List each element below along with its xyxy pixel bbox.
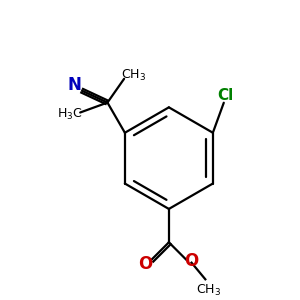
Text: O: O bbox=[184, 252, 199, 270]
Text: CH$_3$: CH$_3$ bbox=[196, 284, 221, 298]
Text: CH$_3$: CH$_3$ bbox=[121, 68, 146, 82]
Text: O: O bbox=[139, 255, 153, 273]
Text: H$_3$C: H$_3$C bbox=[57, 106, 83, 122]
Text: Cl: Cl bbox=[217, 88, 233, 103]
Text: N: N bbox=[68, 76, 82, 94]
